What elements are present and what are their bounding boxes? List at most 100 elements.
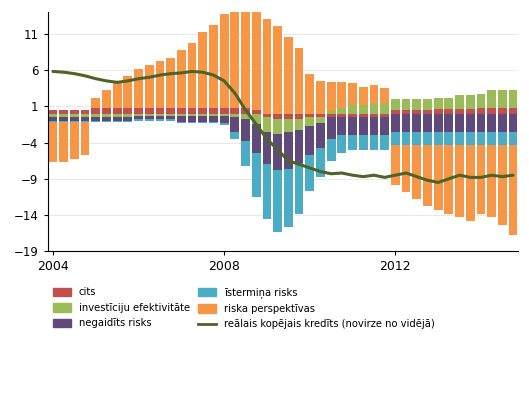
Bar — [455, 132, 464, 145]
Bar — [145, 114, 153, 116]
Bar — [487, 109, 496, 114]
Bar — [123, 117, 132, 121]
Bar — [156, 119, 165, 121]
Bar — [241, 141, 250, 166]
Bar — [241, 3, 250, 109]
Bar — [209, 109, 218, 114]
Bar — [134, 119, 143, 121]
Bar — [102, 121, 111, 122]
Bar — [295, 114, 304, 119]
Bar — [241, 114, 250, 119]
Bar — [166, 119, 175, 121]
Bar — [70, 114, 79, 117]
Bar — [156, 114, 165, 116]
Bar — [380, 135, 389, 150]
Bar — [423, 110, 432, 114]
Bar — [198, 116, 207, 122]
Bar — [252, 8, 261, 110]
Bar — [188, 114, 196, 116]
Bar — [284, 38, 293, 114]
Bar — [380, 117, 389, 135]
Bar — [327, 117, 335, 139]
Bar — [262, 164, 271, 219]
Bar — [49, 121, 57, 122]
Bar — [102, 90, 111, 109]
Bar — [198, 114, 207, 116]
Bar — [284, 169, 293, 227]
Bar — [413, 99, 421, 110]
Bar — [252, 154, 261, 197]
Bar — [295, 130, 304, 163]
Bar — [391, 145, 400, 185]
Bar — [295, 163, 304, 213]
Bar — [487, 114, 496, 132]
Bar — [370, 85, 378, 103]
Bar — [262, 114, 271, 117]
Bar — [359, 117, 368, 135]
Bar — [413, 110, 421, 114]
Bar — [338, 82, 346, 108]
Bar — [145, 119, 153, 121]
Bar — [284, 132, 293, 169]
Bar — [220, 123, 229, 125]
Bar — [498, 132, 507, 145]
Bar — [81, 114, 89, 117]
Bar — [81, 121, 89, 122]
Bar — [81, 117, 89, 121]
Bar — [402, 132, 411, 145]
Legend: cits, investīciju efektivitāte, negaidīts risks, īstermiņa risks, riska perspekt: cits, investīciju efektivitāte, negaidīt… — [52, 288, 434, 329]
Bar — [156, 109, 165, 114]
Bar — [220, 14, 229, 109]
Bar — [70, 122, 79, 158]
Bar — [338, 135, 346, 154]
Bar — [444, 109, 453, 114]
Bar — [455, 114, 464, 132]
Bar — [145, 109, 153, 114]
Bar — [348, 105, 357, 114]
Bar — [209, 116, 218, 122]
Bar — [113, 114, 122, 117]
Bar — [327, 139, 335, 161]
Bar — [134, 69, 143, 109]
Bar — [455, 145, 464, 217]
Bar — [305, 155, 314, 191]
Bar — [59, 121, 68, 122]
Bar — [102, 109, 111, 114]
Bar — [348, 117, 357, 135]
Bar — [92, 98, 100, 109]
Bar — [209, 114, 218, 116]
Bar — [423, 114, 432, 132]
Bar — [220, 116, 229, 123]
Bar — [177, 50, 186, 109]
Bar — [498, 145, 507, 225]
Bar — [134, 114, 143, 116]
Bar — [145, 116, 153, 119]
Bar — [423, 145, 432, 206]
Bar — [466, 145, 475, 221]
Bar — [305, 126, 314, 155]
Bar — [370, 103, 378, 114]
Bar — [59, 110, 68, 114]
Bar — [380, 103, 389, 114]
Bar — [166, 114, 175, 116]
Bar — [348, 135, 357, 150]
Bar — [70, 121, 79, 122]
Bar — [370, 117, 378, 135]
Bar — [391, 110, 400, 114]
Bar — [123, 114, 132, 117]
Bar — [402, 110, 411, 114]
Bar — [305, 117, 314, 126]
Bar — [295, 48, 304, 114]
Bar — [316, 117, 325, 123]
Bar — [434, 145, 443, 210]
Bar — [402, 114, 411, 132]
Bar — [273, 26, 282, 114]
Bar — [166, 58, 175, 109]
Bar — [166, 109, 175, 114]
Bar — [59, 122, 68, 162]
Bar — [284, 119, 293, 132]
Bar — [509, 145, 517, 235]
Bar — [123, 121, 132, 122]
Bar — [59, 117, 68, 121]
Bar — [231, 7, 239, 109]
